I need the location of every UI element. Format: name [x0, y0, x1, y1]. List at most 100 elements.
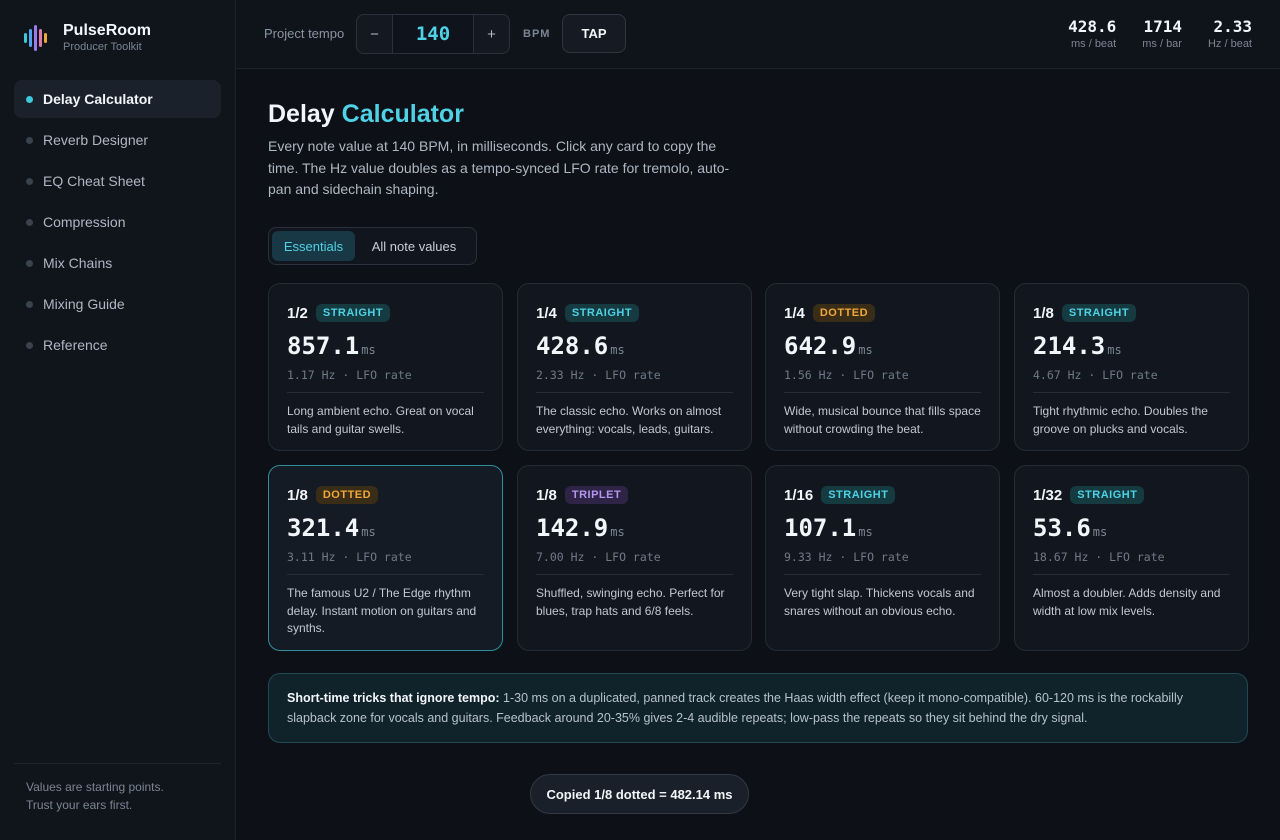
delay-card-1-8-dotted[interactable]: 1/8 DOTTED 321.4 ms 3.11 Hz · LFO rate The…	[268, 465, 503, 651]
sidebar-item-reference[interactable]: Reference	[14, 326, 221, 364]
note-type-badge: STRAIGHT	[564, 304, 640, 322]
tempo-increment-button[interactable]: +	[487, 25, 496, 43]
stat-ms-per-bar: 1714 ms / bar	[1142, 17, 1182, 51]
delay-ms-value: 142.9	[536, 514, 609, 542]
tempo-label: Project tempo	[264, 26, 345, 41]
tempo-input[interactable]: 140	[392, 15, 474, 53]
card-divider	[287, 574, 484, 575]
tip-callout: Short-time tricks that ignore tempo: 1-3…	[268, 673, 1248, 743]
card-divider	[536, 574, 733, 575]
delay-card-1-2-straight[interactable]: 1/2 STRAIGHT 857.1 ms 1.17 Hz · LFO rate L…	[268, 283, 503, 451]
tempo-decrement-button[interactable]: −	[370, 25, 379, 43]
copied-toast: Copied 1/8 dotted = 482.14 ms	[530, 774, 749, 814]
delay-ms-value: 857.1	[287, 332, 360, 360]
stat-ms-per-beat: 428.6 ms / beat	[1068, 17, 1116, 51]
card-divider	[784, 574, 981, 575]
card-description: The classic echo. Works on almost everyt…	[536, 404, 722, 436]
tempo-stats: 428.6 ms / beat 1714 ms / bar 2.33 Hz / …	[1042, 17, 1252, 51]
delay-card-1-32-straight[interactable]: 1/32 STRAIGHT 53.6 ms 18.67 Hz · LFO rate …	[1014, 465, 1249, 651]
note-value: 1/8	[536, 486, 557, 504]
tempo-stepper: − 140 +	[356, 14, 510, 54]
note-value: 1/8	[287, 486, 308, 504]
sidebar-item-reverb-designer[interactable]: Reverb Designer	[14, 121, 221, 159]
sidebar-footer-line: Trust your ears first.	[26, 798, 133, 812]
delay-ms-value: 642.9	[784, 332, 857, 360]
page-description: Every note value at 140 BPM, in millisec…	[268, 138, 730, 197]
nav-dot-icon	[26, 136, 33, 144]
sidebar-item-eq-cheat-sheet[interactable]: EQ Cheat Sheet	[14, 162, 221, 200]
tab-all-note-values[interactable]: All note values	[371, 238, 457, 254]
lfo-rate: 4.67 Hz · LFO rate	[1033, 368, 1158, 382]
lfo-rate: 18.67 Hz · LFO rate	[1033, 550, 1165, 564]
nav-dot-icon	[26, 300, 33, 308]
sidebar-item-label: Mix Chains	[43, 255, 113, 271]
lfo-rate: 9.33 Hz · LFO rate	[784, 550, 909, 564]
note-type-badge: DOTTED	[812, 304, 876, 322]
lfo-rate: 1.56 Hz · LFO rate	[784, 368, 909, 382]
card-description: Almost a doubler. Adds density and width…	[1033, 586, 1221, 618]
sidebar-footer-line: Values are starting points.	[26, 780, 164, 794]
delay-card-1-4-dotted[interactable]: 1/4 DOTTED 642.9 ms 1.56 Hz · LFO rate Wid…	[765, 283, 1000, 451]
card-divider	[1033, 574, 1230, 575]
sidebar-item-mix-chains[interactable]: Mix Chains	[14, 244, 221, 282]
card-divider	[536, 392, 733, 393]
note-type-badge: TRIPLET	[564, 486, 629, 504]
card-divider	[784, 392, 981, 393]
delay-ms-unit: ms	[1092, 525, 1108, 539]
top-bar: Project tempo − 140 + BPM TAP 428.6 ms /…	[236, 0, 1280, 69]
sidebar-item-label: Compression	[43, 214, 126, 230]
brand[interactable]: PulseRoom Producer Toolkit	[24, 22, 151, 54]
delay-ms-unit: ms	[361, 525, 376, 539]
tap-tempo-button[interactable]: TAP	[562, 14, 626, 53]
card-description: Shuffled, swinging echo. Perfect for blu…	[536, 586, 725, 618]
page-title-plain: Delay	[268, 100, 335, 128]
note-type-badge: STRAIGHT	[315, 304, 391, 322]
waveform-logo-icon	[24, 23, 50, 53]
delay-card-1-8-straight[interactable]: 1/8 STRAIGHT 214.3 ms 4.67 Hz · LFO rate T…	[1014, 283, 1249, 451]
card-description: The famous U2 / The Edge rhythm delay. I…	[287, 586, 477, 635]
brand-name: PulseRoom	[63, 22, 152, 39]
sidebar-item-label: Reverb Designer	[43, 132, 149, 148]
nav-dot-icon	[26, 177, 33, 185]
note-value: 1/16	[784, 486, 814, 504]
delay-card-1-8-triplet[interactable]: 1/8 TRIPLET 142.9 ms 7.00 Hz · LFO rate Sh…	[517, 465, 752, 651]
tip-body: 1-30 ms on a duplicated, panned track cr…	[287, 691, 1183, 725]
sidebar-item-mixing-guide[interactable]: Mixing Guide	[14, 285, 221, 323]
stat-unit: Hz / beat	[1207, 38, 1252, 50]
card-divider	[1033, 392, 1230, 393]
sidebar: PulseRoom Producer Toolkit Delay Calcula…	[0, 0, 236, 840]
tab-essentials[interactable]: Essentials	[272, 231, 355, 261]
delay-ms-unit: ms	[610, 525, 625, 539]
nav-dot-icon	[26, 95, 33, 103]
delay-ms-unit: ms	[361, 343, 376, 357]
note-type-badge: STRAIGHT	[1061, 304, 1137, 322]
page-title: Delay Calculator	[268, 100, 464, 129]
sidebar-item-delay-calculator[interactable]: Delay Calculator	[14, 80, 221, 118]
sidebar-item-label: EQ Cheat Sheet	[43, 173, 145, 189]
delay-ms-value: 107.1	[784, 514, 857, 542]
card-description: Wide, musical bounce that fills space wi…	[784, 404, 981, 436]
sidebar-nav: Delay Calculator Reverb Designer EQ Chea…	[14, 80, 221, 367]
nav-dot-icon	[26, 341, 33, 349]
sidebar-footer: Values are starting points. Trust your e…	[14, 763, 221, 814]
sidebar-item-compression[interactable]: Compression	[14, 203, 221, 241]
sidebar-item-label: Mixing Guide	[43, 296, 125, 312]
delay-ms-unit: ms	[858, 525, 873, 539]
view-toggle: Essentials All note values	[268, 227, 477, 265]
tip-heading: Short-time tricks that ignore tempo:	[287, 691, 500, 705]
delay-card-1-16-straight[interactable]: 1/16 STRAIGHT 107.1 ms 9.33 Hz · LFO rate …	[765, 465, 1000, 651]
delay-card-1-4-straight[interactable]: 1/4 STRAIGHT 428.6 ms 2.33 Hz · LFO rate T…	[517, 283, 752, 451]
sidebar-item-label: Reference	[43, 337, 108, 353]
lfo-rate: 7.00 Hz · LFO rate	[536, 550, 661, 564]
stat-value: 428.6	[1068, 17, 1117, 36]
lfo-rate: 3.11 Hz · LFO rate	[287, 550, 412, 564]
note-value: 1/32	[1033, 486, 1063, 504]
delay-ms-value: 428.6	[536, 332, 609, 360]
note-type-badge: STRAIGHT	[1070, 486, 1145, 504]
card-description: Very tight slap. Thickens vocals and sna…	[784, 586, 975, 618]
delay-ms-value: 214.3	[1033, 332, 1106, 360]
bpm-label: BPM	[523, 28, 551, 40]
delay-ms-value: 321.4	[287, 514, 360, 542]
note-value: 1/4	[536, 304, 557, 322]
note-value: 1/4	[784, 304, 805, 322]
